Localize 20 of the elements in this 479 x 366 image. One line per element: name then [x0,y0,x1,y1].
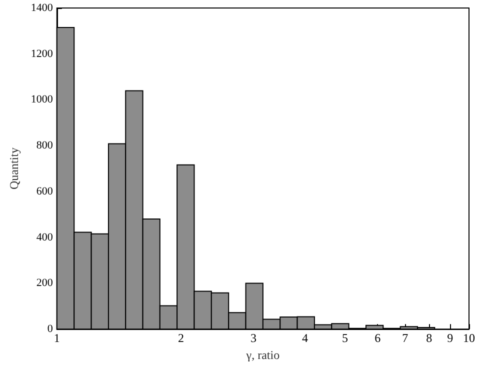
y-tick-label: 400 [36,231,54,244]
x-tick-label: 2 [178,331,184,346]
x-tick-label: 7 [402,331,408,346]
y-tick-label: 1000 [30,94,54,106]
y-tick-label: 1200 [30,48,54,60]
y-tick-label: 200 [36,277,54,290]
x-tick-label: 8 [426,331,432,346]
x-tick-label: 1 [54,331,60,346]
x-tick-label: 4 [302,331,308,346]
y-tick-label: 0 [47,323,54,336]
x-tick-label: 6 [374,331,381,346]
y-tick-label: 1400 [30,2,54,14]
x-axis-title: γ, ratio [245,348,280,362]
x-tick-label: 10 [463,331,475,346]
x-tick-label: 5 [342,331,348,346]
y-tick-label: 800 [36,140,54,152]
x-tick-label: 9 [447,331,454,346]
x-tick-label: 3 [250,331,257,346]
y-tick-label: 600 [36,185,54,198]
y-axis-title: Quantity [7,148,21,190]
